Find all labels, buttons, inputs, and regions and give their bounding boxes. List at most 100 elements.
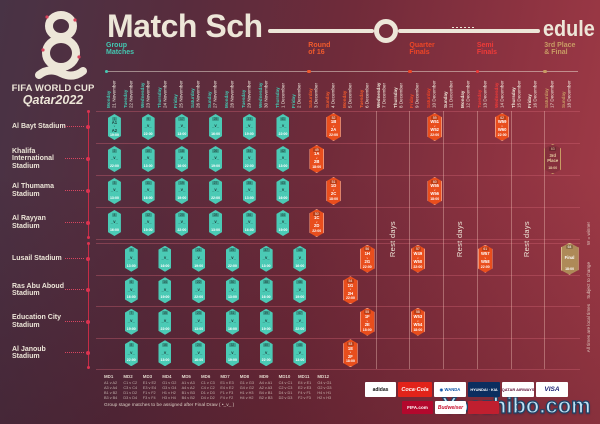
legend-fixture: H4 v H2: [239, 395, 254, 400]
match-line: _v_: [228, 255, 236, 261]
date-column-header: Thursday 1 December: [275, 72, 292, 108]
match-line: _v_: [144, 155, 152, 161]
stage-header-line2: Matches: [106, 49, 135, 57]
match-teams: _v_: [276, 185, 289, 198]
match-marker: 53 1E v 2F 18:00: [343, 339, 358, 368]
legend-fixture: C4 v C1: [278, 380, 293, 385]
match-teams: Final: [561, 249, 579, 268]
match-marker: 41 _v_ 22:00: [276, 114, 290, 140]
match-marker: 31 _v_ 16:00: [225, 308, 239, 335]
match-line: W53: [413, 314, 423, 320]
legend-fixture: E4 v E2: [220, 385, 234, 390]
match-marker: 23 _v_ 13:00: [192, 308, 206, 335]
match-time: 22:00: [126, 358, 136, 363]
match-time: 22:00: [227, 263, 237, 268]
match-line: W59: [497, 119, 507, 125]
legend-fixture: E3 v E4: [142, 385, 157, 390]
match-time: 13:00: [143, 164, 153, 169]
match-line: _v_: [127, 349, 135, 355]
match-time: 13:00: [278, 164, 288, 169]
date-column-header: Saturday 17 December: [544, 72, 561, 108]
vs-glyph: v: [349, 287, 352, 292]
match-time: 22:00: [177, 228, 187, 233]
stadium-dot: [85, 319, 90, 324]
match-teams: _v_: [108, 153, 121, 166]
legend-md-header: MD9: [259, 374, 269, 379]
match-time: 19:00: [143, 228, 153, 233]
match-marker: 50 1C v 2D 22:00: [309, 209, 324, 237]
match-time: 13:00: [177, 132, 187, 137]
date-day: Wednesday: [493, 82, 499, 108]
match-time: 22:00: [430, 133, 440, 138]
grid-row-line: [96, 111, 580, 112]
match-number: 20: [178, 212, 186, 217]
match-line: _v_: [127, 318, 135, 324]
match-marker: 61 W57 v W58 22:00: [478, 244, 493, 273]
match-teams: _v_: [175, 121, 188, 134]
match-time: 16:00: [177, 164, 187, 169]
rest-zone-border: [476, 111, 478, 369]
grid-row-line: [96, 306, 580, 307]
page-title-left: Match Sch: [107, 8, 263, 44]
sponsor-visa: VISA: [536, 382, 568, 397]
match-number: 36: [245, 212, 253, 217]
match-number: 55: [363, 310, 371, 315]
match-time: 16:00: [126, 295, 136, 300]
match-teams: _v_: [192, 347, 205, 360]
match-teams: _v_: [192, 252, 205, 265]
date-column-header: Saturday 3 December: [308, 72, 325, 108]
match-marker: 21 _v_ 19:00: [192, 245, 206, 272]
rest-zone-border: [510, 111, 512, 369]
match-time: 22:00: [143, 132, 153, 137]
match-time: 22:00: [497, 133, 507, 138]
match-teams: _v_: [125, 347, 138, 360]
match-teams: W55 v W56: [427, 183, 442, 199]
match-number: 4: [111, 212, 117, 217]
grid-row-line: [96, 207, 580, 208]
legend-fixture: B3 v B4: [104, 395, 118, 400]
match-number: 33: [245, 116, 253, 121]
legend-md-header: MD4: [162, 374, 172, 379]
date-number: 2 December: [296, 82, 302, 108]
stage-header-group: Group Matches: [106, 42, 134, 57]
match-time: 19:00: [160, 295, 170, 300]
match-teams: _v_: [243, 217, 256, 230]
stage-header-line1: Group: [106, 42, 127, 49]
match-teams: _v_: [158, 347, 171, 360]
match-line: _v_: [144, 219, 152, 225]
legend-fixture: A2 v A3: [259, 385, 273, 390]
match-marker: 58 W53 v W54 18:00: [410, 307, 426, 336]
fifa-world-cup-emblem-icon: [35, 11, 87, 80]
match-line: _v_: [262, 255, 270, 261]
match-line: _v_: [161, 286, 169, 292]
side-note: W = winner: [586, 222, 591, 246]
match-marker: 33 _v_ 19:00: [242, 114, 256, 140]
date-number: 11 December: [448, 80, 454, 108]
match-teams: 1H v 2G: [360, 251, 375, 266]
match-line: 1C: [314, 215, 320, 221]
legend-md-header: MD2: [123, 374, 133, 379]
legend-fixture: A3 v A4: [104, 385, 118, 390]
match-line: _v_: [195, 255, 203, 261]
match-marker: 19 _v_ 19:00: [175, 178, 189, 204]
match-marker: 9 _v_ 22:00: [141, 114, 155, 140]
match-time: 16:00: [211, 132, 221, 137]
match-marker: 25 _v_ 16:00: [209, 114, 223, 140]
match-time: 13:00: [261, 263, 271, 268]
match-line: 2E: [364, 322, 370, 328]
legend-fixture: A4 v A2: [181, 385, 195, 390]
legend-md-header: MD5: [181, 374, 191, 379]
match-teams: _v_: [125, 284, 138, 297]
date-column-header: Monday 5 December: [342, 72, 359, 108]
match-teams: _v_: [158, 284, 171, 297]
match-number: 35: [245, 180, 253, 185]
match-teams: _v_: [293, 347, 306, 360]
match-time: 18:00: [329, 197, 339, 202]
date-day: Wednesday: [139, 82, 145, 108]
match-marker: 37 _v_ 13:00: [259, 245, 273, 272]
match-marker: 27 _v_ 22:00: [209, 178, 223, 204]
match-marker: 43 _v_ 16:00: [276, 178, 290, 204]
match-number: 63: [549, 146, 557, 151]
match-number: 54: [346, 278, 354, 283]
match-number: 56: [363, 247, 371, 252]
